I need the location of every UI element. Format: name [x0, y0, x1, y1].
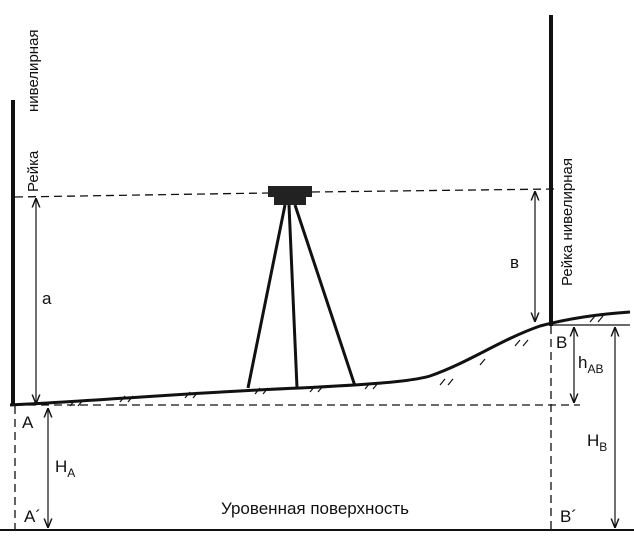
height-HA: HA: [55, 457, 75, 480]
left-staff-label: Рейка: [25, 150, 42, 192]
subscript: A: [67, 466, 75, 480]
reading-b: в: [510, 253, 519, 272]
level-instrument: [246, 186, 357, 389]
point-B-prime: B´: [560, 507, 577, 526]
height-HB: HB: [587, 431, 607, 454]
symbol: H: [587, 431, 599, 450]
point-B: B: [556, 333, 567, 352]
sight-line: [311, 188, 556, 193]
ground-profile: [9, 310, 631, 407]
symbol: H: [55, 457, 67, 476]
point-A: A: [22, 413, 34, 432]
reading-a: а: [42, 289, 52, 308]
point-A-prime: A´: [24, 507, 41, 526]
subscript: AB: [587, 362, 603, 376]
ground-hatching: [69, 315, 604, 407]
subscript: B: [599, 440, 607, 454]
height-hAB: hAB: [578, 353, 603, 376]
left-staff-label: нивелирная: [25, 29, 42, 112]
sight-line: [14, 192, 269, 198]
right-staff-label: Рейка нивелирная: [559, 158, 576, 286]
symbol: h: [578, 353, 587, 372]
datum-label: Уровенная поверхность: [221, 499, 409, 518]
